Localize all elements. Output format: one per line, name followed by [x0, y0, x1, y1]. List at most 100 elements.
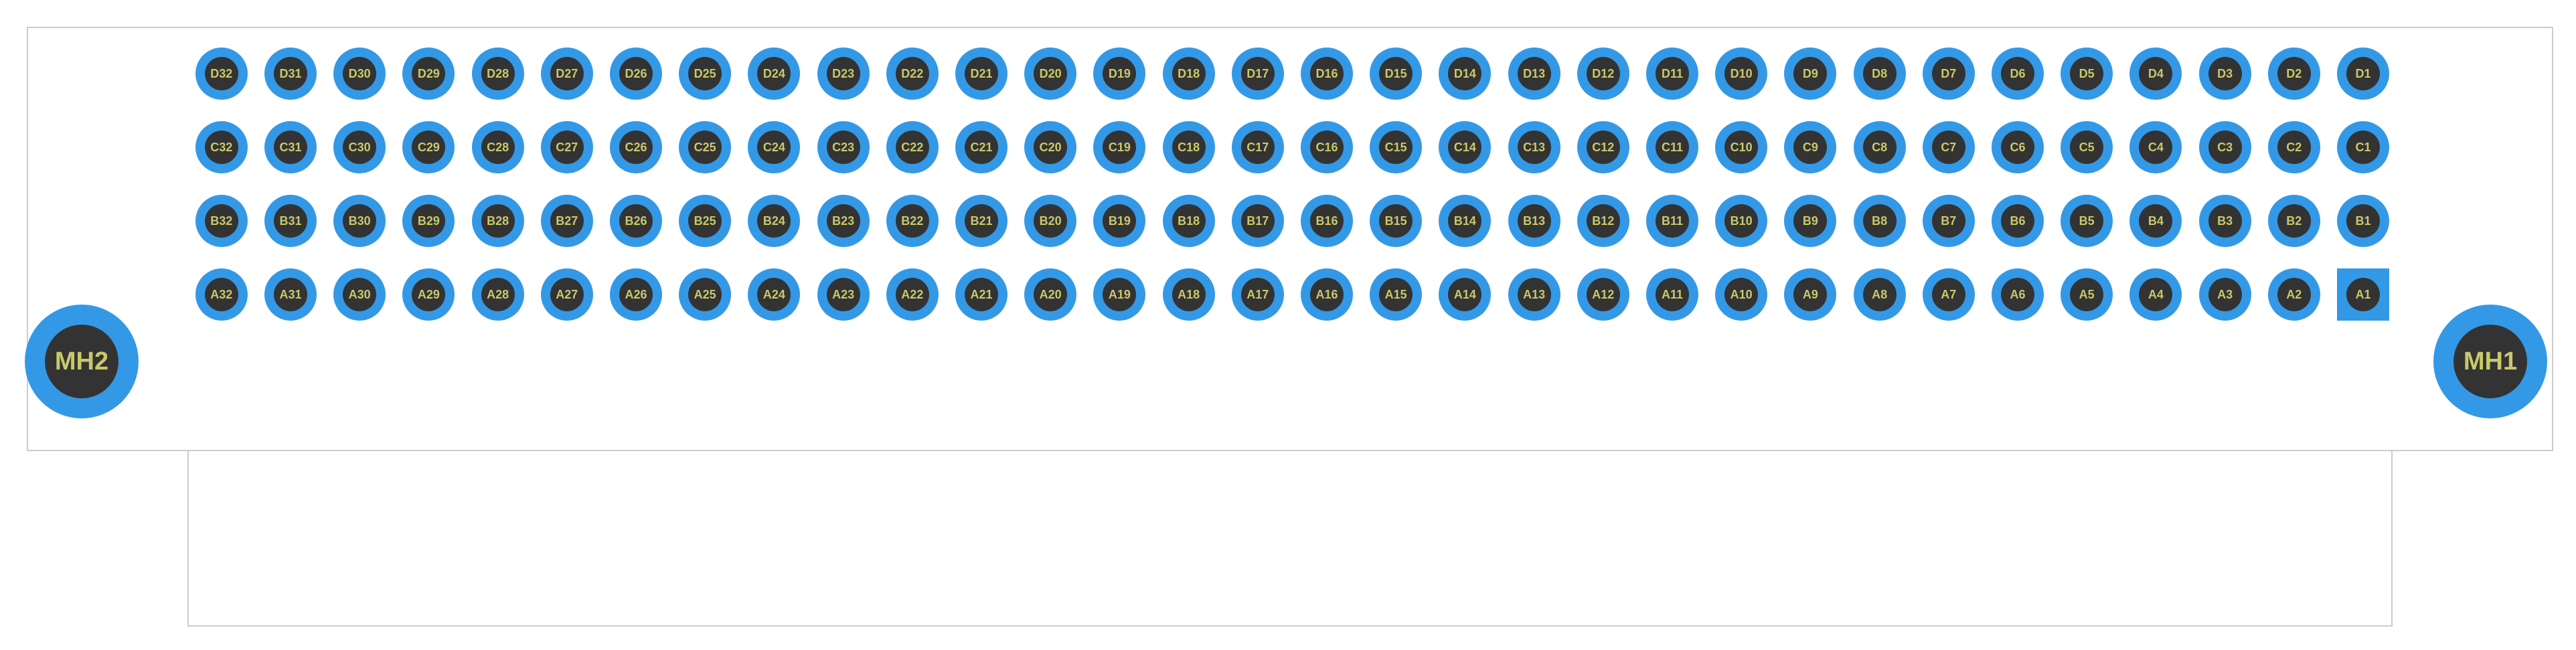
pin-b31: B31 [264, 195, 317, 247]
pin-d26: D26 [610, 48, 662, 100]
pin-label: C29 [412, 131, 445, 164]
mounting-hole-mh1: MH1 [2433, 305, 2547, 418]
pin-b24: B24 [748, 195, 800, 247]
pin-d25: D25 [679, 48, 731, 100]
pin-a29: A29 [402, 268, 455, 321]
mh-label: MH2 [45, 325, 118, 398]
pin-label: D20 [1034, 57, 1067, 90]
pin-label: C28 [481, 131, 515, 164]
pin-label: B10 [1724, 204, 1758, 238]
pin-a23: A23 [817, 268, 870, 321]
pin-label: A10 [1724, 278, 1758, 311]
pin-label: B25 [688, 204, 722, 238]
pin-a32: A32 [195, 268, 248, 321]
pin-a16: A16 [1301, 268, 1353, 321]
pin-d24: D24 [748, 48, 800, 100]
pin-a15: A15 [1370, 268, 1422, 321]
pin-label: B21 [965, 204, 998, 238]
pin-label: D16 [1310, 57, 1344, 90]
pin-label: D19 [1103, 57, 1136, 90]
pin-label: B9 [1793, 204, 1827, 238]
pin-c26: C26 [610, 121, 662, 173]
pin-c1: C1 [2337, 121, 2389, 173]
pin-b4: B4 [2129, 195, 2182, 247]
pin-label: A11 [1656, 278, 1689, 311]
pin-b11: B11 [1646, 195, 1698, 247]
pin-d14: D14 [1439, 48, 1491, 100]
pin-label: A30 [343, 278, 376, 311]
pin-d1: D1 [2337, 48, 2389, 100]
pin-b32: B32 [195, 195, 248, 247]
pin-label: A24 [757, 278, 791, 311]
pin-b7: B7 [1923, 195, 1975, 247]
pin-label: A9 [1793, 278, 1827, 311]
pin-b27: B27 [541, 195, 593, 247]
pin-d20: D20 [1024, 48, 1076, 100]
pin-label: A20 [1034, 278, 1067, 311]
pin-label: D30 [343, 57, 376, 90]
pin-a28: A28 [472, 268, 524, 321]
pin-a12: A12 [1577, 268, 1629, 321]
pin-label: B4 [2139, 204, 2172, 238]
pin-a6: A6 [1992, 268, 2044, 321]
pin-a8: A8 [1854, 268, 1906, 321]
pin-c18: C18 [1163, 121, 1215, 173]
pin-a17: A17 [1232, 268, 1284, 321]
pin-c11: C11 [1646, 121, 1698, 173]
lower-frame [187, 450, 2393, 627]
pin-label: D12 [1587, 57, 1620, 90]
pin-a27: A27 [541, 268, 593, 321]
pin-b29: B29 [402, 195, 455, 247]
pin-a2: A2 [2268, 268, 2320, 321]
pin-label: D23 [827, 57, 860, 90]
pin-label: C23 [827, 131, 860, 164]
pin-b14: B14 [1439, 195, 1491, 247]
pin-c10: C10 [1715, 121, 1767, 173]
pin-label: D15 [1379, 57, 1413, 90]
pin-d21: D21 [955, 48, 1008, 100]
pin-c14: C14 [1439, 121, 1491, 173]
pin-label: B29 [412, 204, 445, 238]
pin-label: B13 [1518, 204, 1551, 238]
pin-label: A28 [481, 278, 515, 311]
pin-label: C1 [2346, 131, 2380, 164]
pin-label: C3 [2208, 131, 2242, 164]
pin-c15: C15 [1370, 121, 1422, 173]
pin-label: B8 [1863, 204, 1897, 238]
pin-a21: A21 [955, 268, 1008, 321]
pin-d12: D12 [1577, 48, 1629, 100]
pin-label: C6 [2001, 131, 2034, 164]
pin-label: A21 [965, 278, 998, 311]
pin-label: D27 [550, 57, 584, 90]
pin-label: B17 [1241, 204, 1275, 238]
pin-label: B15 [1379, 204, 1413, 238]
pin-label: D25 [688, 57, 722, 90]
pin-label: A19 [1103, 278, 1136, 311]
pin-label: C4 [2139, 131, 2172, 164]
pin-b5: B5 [2061, 195, 2113, 247]
pin-a26: A26 [610, 268, 662, 321]
pin-label: D9 [1793, 57, 1827, 90]
pin-label: A13 [1518, 278, 1551, 311]
pin-label: C32 [205, 131, 238, 164]
pin-label: C7 [1932, 131, 1965, 164]
pin-d8: D8 [1854, 48, 1906, 100]
pin-b16: B16 [1301, 195, 1353, 247]
pin-label: A4 [2139, 278, 2172, 311]
pin-c7: C7 [1923, 121, 1975, 173]
pin-d23: D23 [817, 48, 870, 100]
pin-a22: A22 [886, 268, 939, 321]
pin-d17: D17 [1232, 48, 1284, 100]
pin-b22: B22 [886, 195, 939, 247]
pin-label: B7 [1932, 204, 1965, 238]
pin-a9: A9 [1784, 268, 1836, 321]
pin-label: D1 [2346, 57, 2380, 90]
pin-d30: D30 [333, 48, 386, 100]
mounting-hole-mh2: MH2 [25, 305, 139, 418]
pin-label: C20 [1034, 131, 1067, 164]
pin-label: C10 [1724, 131, 1758, 164]
pin-b25: B25 [679, 195, 731, 247]
pin-a25: A25 [679, 268, 731, 321]
pin-d16: D16 [1301, 48, 1353, 100]
pin-label: C14 [1448, 131, 1481, 164]
